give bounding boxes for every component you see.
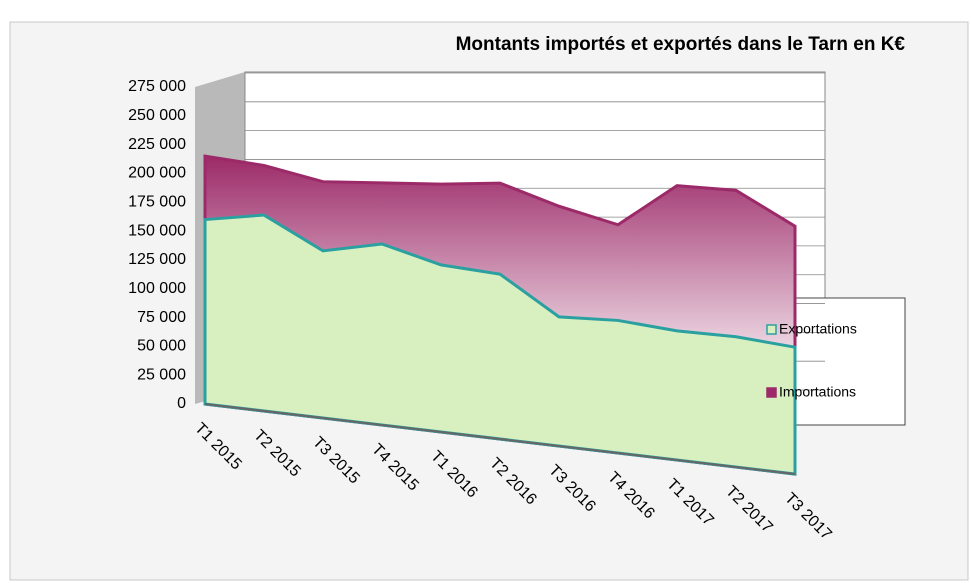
y-tick-label: 275 000 [128, 78, 186, 95]
y-tick-label: 200 000 [128, 165, 186, 182]
x-axis [204, 403, 796, 475]
y-tick-label: 50 000 [137, 338, 186, 355]
y-tick-label: 250 000 [128, 107, 186, 124]
area [203, 213, 797, 476]
y-tick-label: 25 000 [137, 366, 186, 383]
y-tick-label: 150 000 [128, 222, 186, 239]
chart-title: Montants importés et exportés dans le Ta… [456, 34, 906, 55]
legend-label: Exportations [779, 321, 857, 337]
y-tick-label: 125 000 [128, 251, 186, 268]
legend-swatch [766, 387, 777, 398]
y-tick-label: 100 000 [128, 280, 186, 297]
legend-label: Importations [779, 384, 856, 400]
y-tick-label: 225 000 [128, 136, 186, 153]
y-tick-label: 75 000 [137, 309, 186, 326]
y-tick-label: 175 000 [128, 193, 186, 210]
legend-swatch [766, 324, 777, 335]
y-tick-label: 0 [177, 395, 186, 412]
